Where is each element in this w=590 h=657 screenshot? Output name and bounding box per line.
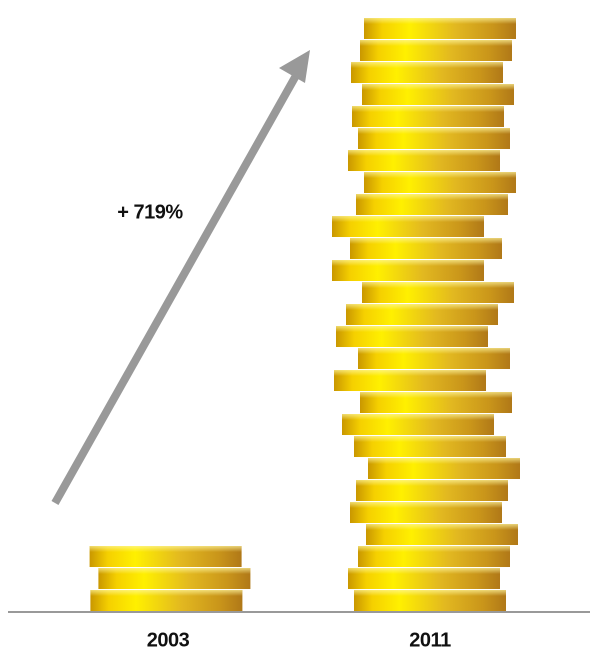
coin-edge bbox=[334, 370, 486, 376]
coin-edge bbox=[364, 172, 516, 178]
coin-edge bbox=[348, 568, 500, 574]
coin-edge bbox=[354, 436, 506, 442]
coin-edge bbox=[332, 216, 484, 222]
coin-edge bbox=[89, 546, 242, 552]
coin-edge bbox=[351, 62, 503, 68]
coin-edge bbox=[348, 150, 500, 156]
coin-edge bbox=[332, 260, 484, 266]
coin-edge bbox=[346, 304, 498, 310]
coin-edge bbox=[360, 40, 512, 46]
x-tick-label: 2003 bbox=[147, 629, 190, 651]
annotation: + 719% bbox=[117, 201, 183, 223]
coin-edge bbox=[352, 106, 504, 112]
coin-stack bbox=[332, 18, 520, 611]
coin-edge bbox=[350, 502, 502, 508]
coin-edge bbox=[98, 568, 251, 574]
coin-stack bbox=[89, 546, 251, 611]
coin-edge bbox=[336, 326, 488, 332]
coin-edge bbox=[362, 84, 514, 90]
coin-edge bbox=[342, 414, 494, 420]
coin-edge bbox=[356, 194, 508, 200]
growth-arrow bbox=[51, 50, 310, 505]
coin-edge bbox=[358, 546, 510, 552]
coin-edge bbox=[358, 128, 510, 134]
coin-edge bbox=[360, 392, 512, 398]
coin-edge bbox=[350, 238, 502, 244]
coin-edge bbox=[362, 282, 514, 288]
coin-edge bbox=[356, 480, 508, 486]
coin-edge bbox=[354, 590, 506, 596]
coin-edge bbox=[364, 18, 516, 24]
x-tick-label: 2011 bbox=[409, 629, 451, 651]
coin-edge bbox=[368, 458, 520, 464]
coin-edge bbox=[90, 590, 243, 596]
coin-edge bbox=[358, 348, 510, 354]
coin-edge bbox=[366, 524, 518, 530]
